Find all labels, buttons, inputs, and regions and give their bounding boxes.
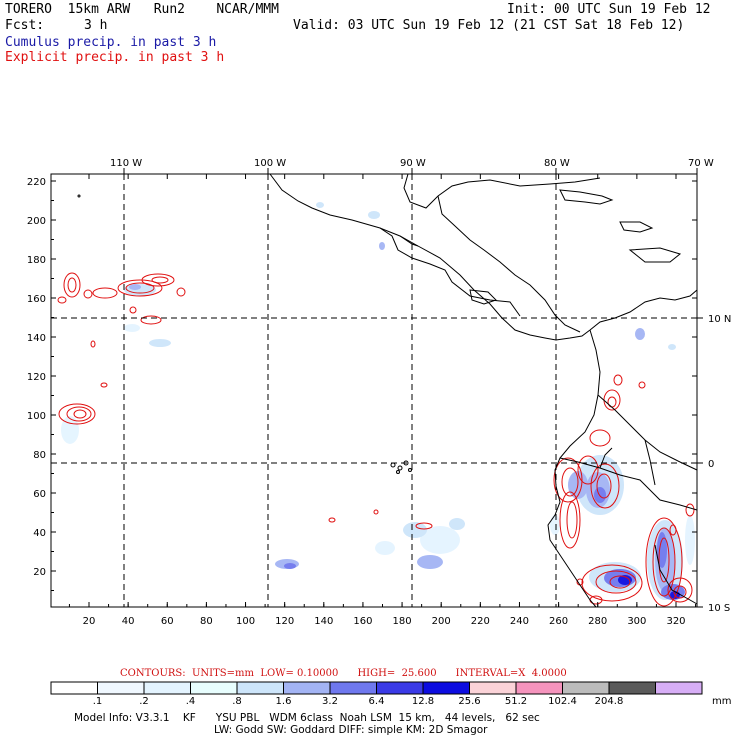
colorbar-swatch (190, 681, 238, 695)
cumulus-precip-areas (61, 202, 695, 600)
y-tick-label: 200 (27, 216, 46, 227)
colorbar-label: 12.8 (412, 696, 434, 707)
x-tick-label: 200 (432, 616, 451, 627)
colorbar-labels: .1 .2 .4 .8 1.6 3.2 6.4 12.8 25.6 51.2 102.4 204.8 (93, 696, 624, 707)
x-tick-label: 60 (161, 616, 174, 627)
colorbar-swatch (97, 681, 145, 695)
x-tick-label: 100 (236, 616, 255, 627)
x-tick-label: 300 (627, 616, 646, 627)
lat-label-10s: 10 S (708, 603, 730, 614)
model-info-line2: LW: Godd SW: Goddard DIFF: simple KM: 2D… (214, 724, 488, 736)
colorbar-label: 25.6 (458, 696, 480, 707)
x-tick-label: 220 (471, 616, 490, 627)
colorbar-swatch (283, 681, 331, 695)
precip-colorbar: .1.2.4.8 1.6 3.2 6.4 12.8 25.6 51.2 102.4 204.8 … (50, 681, 731, 707)
colorbar-swatch (143, 681, 191, 695)
x-tick-label: 320 (666, 616, 685, 627)
lat-label-10n: 10 N (708, 314, 731, 325)
colorbar-swatch (422, 681, 470, 695)
x-tick-label: 140 (314, 616, 333, 627)
colorbar-label: 51.2 (505, 696, 527, 707)
y-tick-label: 80 (33, 450, 46, 461)
lon-label-70w: 70 W (688, 158, 714, 169)
colorbar-label: .1 (93, 696, 103, 707)
colorbar-swatch (608, 681, 656, 695)
y-tick-label: 220 (27, 177, 46, 188)
contour-info: CONTOURS: UNITS=mm LOW= 0.10000 HIGH= 25… (120, 668, 567, 679)
forecast-label: Fcst: (5, 18, 45, 33)
lon-label-90w: 90 W (400, 158, 426, 169)
colorbar-swatch (469, 681, 517, 695)
colorbar-label: 1.6 (276, 696, 292, 707)
y-tick-label: 180 (27, 255, 46, 266)
x-tick-label: 80 (200, 616, 213, 627)
valid-time: Valid: 03 UTC Sun 19 Feb 12 (21 CST Sat … (293, 18, 685, 33)
lat-lon-grid (51, 174, 697, 607)
colorbar-label: .2 (139, 696, 149, 707)
colorbar-label: 6.4 (369, 696, 385, 707)
x-tick-label: 40 (122, 616, 135, 627)
y-tick-label: 140 (27, 333, 46, 344)
y-tick-label: 40 (33, 528, 46, 539)
colorbar-swatch (236, 681, 284, 695)
colorbar-swatch (329, 681, 377, 695)
y-tick-label: 120 (27, 372, 46, 383)
colorbar-label: 102.4 (548, 696, 577, 707)
map-frame (50, 173, 698, 608)
forecast-hours: 3 h (84, 18, 108, 33)
x-tick-label: 120 (275, 616, 294, 627)
init-time: Init: 00 UTC Sun 19 Feb 12 (507, 2, 711, 17)
colorbar-swatch (655, 681, 703, 695)
model-title: TORERO 15km ARW Run2 NCAR/MMM (5, 2, 279, 17)
colorbar-swatches (50, 681, 703, 695)
lon-label-110w: 110 W (110, 158, 142, 169)
x-tick-label: 160 (353, 616, 372, 627)
explicit-precip-label: Explicit precip. in past 3 h (5, 50, 225, 65)
colorbar-label: .8 (232, 696, 242, 707)
lat-label-0: 0 (708, 459, 714, 470)
right-axis-ticks (123, 168, 703, 608)
x-tick-label: 280 (588, 616, 607, 627)
colorbar-unit: mm (712, 696, 731, 707)
x-tick-label: 180 (393, 616, 412, 627)
lon-label-100w: 100 W (254, 158, 286, 169)
model-info-line1: Model Info: V3.3.1 KF YSU PBL WDM 6class… (74, 712, 540, 724)
left-axis-ticks: 20 40 60 80 100 120 140 160 180 200 220 (27, 177, 697, 591)
y-tick-label: 160 (27, 294, 46, 305)
x-tick-label: 20 (83, 616, 96, 627)
y-tick-label: 20 (33, 567, 46, 578)
colorbar-label: 204.8 (595, 696, 624, 707)
colorbar-swatch (376, 681, 424, 695)
colorbar-swatch (50, 681, 98, 695)
colorbar-label: 3.2 (322, 696, 338, 707)
colorbar-swatch (562, 681, 610, 695)
explicit-precip-contours (57, 272, 695, 607)
x-tick-label: 240 (510, 616, 529, 627)
x-tick-label: 260 (549, 616, 568, 627)
cumulus-precip-label: Cumulus precip. in past 3 h (5, 35, 217, 50)
colorbar-label: .4 (186, 696, 196, 707)
lon-label-80w: 80 W (544, 158, 570, 169)
bottom-axis-ticks: 20 40 60 80 100 120 140 160 180 200 220 240 260 280 30… (68, 174, 697, 627)
y-tick-label: 60 (33, 489, 46, 500)
colorbar-swatch (515, 681, 563, 695)
y-tick-label: 100 (27, 411, 46, 422)
